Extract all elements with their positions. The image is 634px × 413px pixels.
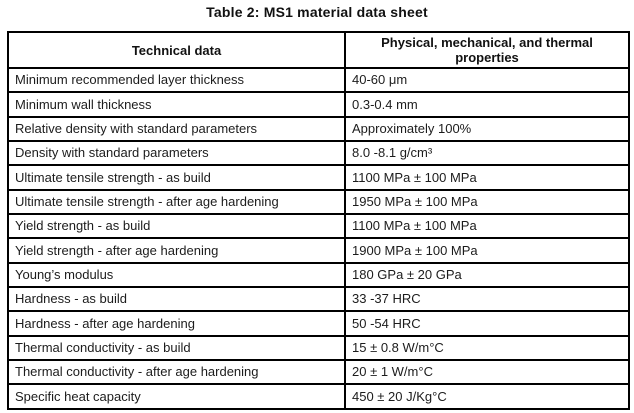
- material-data-table: Technical data Physical, mechanical, and…: [7, 31, 630, 410]
- table-row: Yield strength - after age hardening 190…: [7, 237, 630, 264]
- value-cell: 1900 MPa ± 100 MPa: [344, 237, 630, 264]
- table-row: Ultimate tensile strength - after age ha…: [7, 188, 630, 216]
- table-row: Young’s modulus 180 GPa ± 20 GPa: [7, 261, 630, 289]
- property-cell: Ultimate tensile strength - as build: [7, 164, 346, 191]
- table-row: Hardness - after age hardening 50 -54 HR…: [7, 310, 630, 337]
- property-cell: Hardness - as build: [7, 286, 346, 313]
- table-row: Specific heat capacity 450 ± 20 J/Kg°C: [7, 383, 630, 410]
- property-cell: Minimum recommended layer thickness: [7, 66, 346, 94]
- value-cell: 20 ± 1 W/m°C: [344, 359, 630, 386]
- value-cell: 1100 MPa ± 100 MPa: [344, 164, 630, 191]
- value-cell: 1100 MPa ± 100 MPa: [344, 213, 630, 240]
- property-cell: Density with standard parameters: [7, 140, 346, 167]
- table-row: Thermal conductivity - as build 15 ± 0.8…: [7, 334, 630, 362]
- header-row: Technical data Physical, mechanical, and…: [7, 31, 630, 69]
- value-cell: 40-60 μm: [344, 66, 630, 94]
- value-cell: 8.0 -8.1 g/cm³: [344, 140, 630, 167]
- value-cell: Approximately 100%: [344, 115, 630, 143]
- value-cell: 0.3-0.4 mm: [344, 91, 630, 118]
- table-row: Minimum wall thickness 0.3-0.4 mm: [7, 91, 630, 118]
- property-cell: Young’s modulus: [7, 261, 346, 289]
- property-cell: Thermal conductivity - after age hardeni…: [7, 359, 346, 386]
- value-cell: 15 ± 0.8 W/m°C: [344, 334, 630, 362]
- table-row: Thermal conductivity - after age hardeni…: [7, 359, 630, 386]
- property-cell: Ultimate tensile strength - after age ha…: [7, 188, 346, 216]
- property-cell: Thermal conductivity - as build: [7, 334, 346, 362]
- table-row: Yield strength - as build 1100 MPa ± 100…: [7, 213, 630, 240]
- value-cell: 1950 MPa ± 100 MPa: [344, 188, 630, 216]
- table-row: Relative density with standard parameter…: [7, 115, 630, 143]
- table-caption: Table 2: MS1 material data sheet: [206, 4, 428, 20]
- header-properties: Physical, mechanical, and thermal proper…: [344, 31, 630, 69]
- value-cell: 450 ± 20 J/Kg°C: [344, 383, 630, 410]
- table-row: Hardness - as build 33 -37 HRC: [7, 286, 630, 313]
- table-row: Density with standard parameters 8.0 -8.…: [7, 140, 630, 167]
- header-technical-data: Technical data: [7, 31, 346, 69]
- property-cell: Yield strength - after age hardening: [7, 237, 346, 264]
- property-cell: Yield strength - as build: [7, 213, 346, 240]
- property-cell: Specific heat capacity: [7, 383, 346, 410]
- property-cell: Relative density with standard parameter…: [7, 115, 346, 143]
- value-cell: 50 -54 HRC: [344, 310, 630, 337]
- property-cell: Minimum wall thickness: [7, 91, 346, 118]
- value-cell: 33 -37 HRC: [344, 286, 630, 313]
- property-cell: Hardness - after age hardening: [7, 310, 346, 337]
- table-row: Minimum recommended layer thickness 40-6…: [7, 66, 630, 94]
- table-row: Ultimate tensile strength - as build 110…: [7, 164, 630, 191]
- value-cell: 180 GPa ± 20 GPa: [344, 261, 630, 289]
